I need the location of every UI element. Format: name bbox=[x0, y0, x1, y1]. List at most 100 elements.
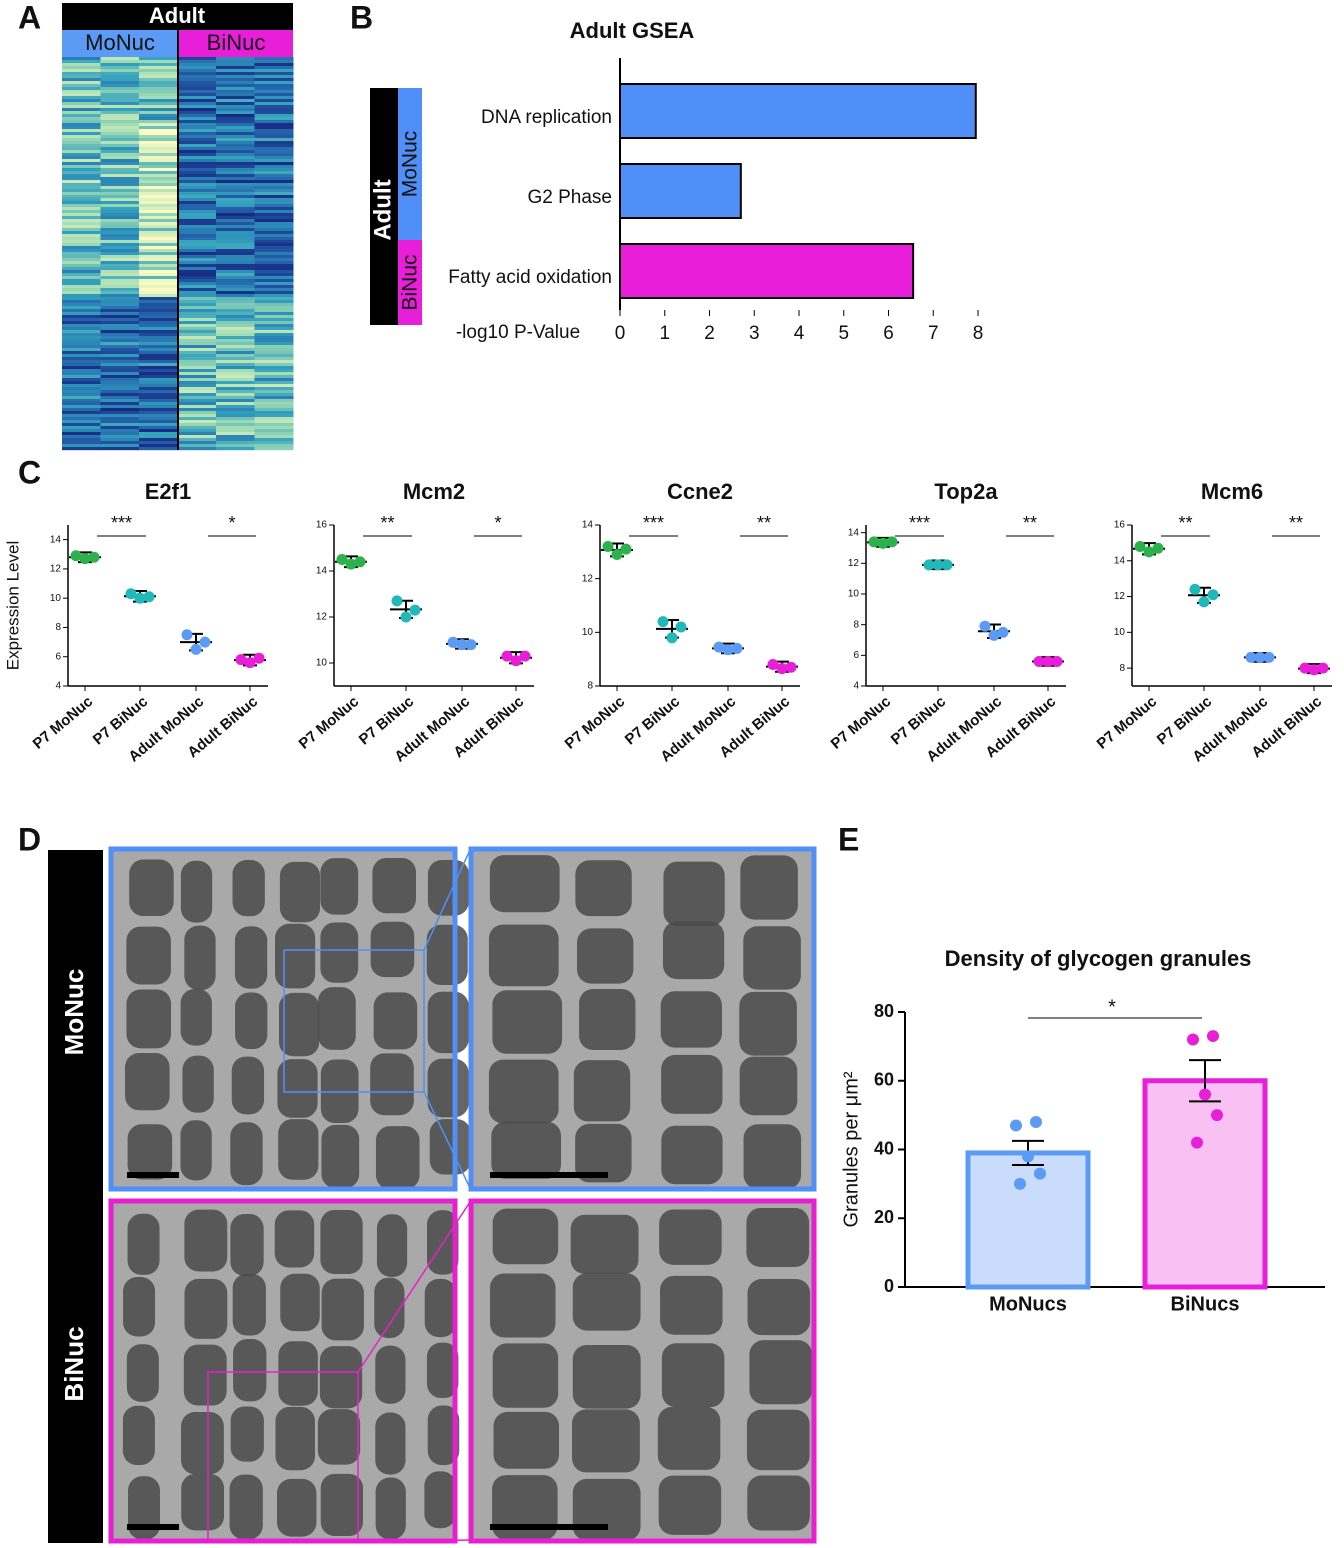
heatmap-texture bbox=[254, 93, 294, 97]
heatmap-texture bbox=[216, 279, 255, 283]
mitochondrion bbox=[740, 855, 798, 920]
heatmap-texture bbox=[216, 297, 255, 301]
heatmap-texture bbox=[62, 144, 101, 148]
heatmap-texture bbox=[254, 87, 294, 91]
heatmap-texture bbox=[254, 162, 294, 166]
heatmap-texture bbox=[100, 357, 140, 361]
mitochondrion bbox=[660, 991, 722, 1048]
heatmap-texture bbox=[216, 141, 255, 145]
mitochondrion bbox=[743, 926, 801, 990]
heatmap-texture bbox=[139, 168, 178, 172]
heatmap-texture bbox=[139, 336, 178, 340]
heatmap-texture bbox=[216, 255, 255, 259]
mitochondrion bbox=[573, 1060, 631, 1122]
heatmap-texture bbox=[100, 180, 140, 184]
heatmap-texture bbox=[254, 159, 294, 163]
heatmap-texture bbox=[62, 234, 101, 238]
heatmap-texture bbox=[62, 129, 101, 133]
mitochondrion bbox=[375, 1345, 406, 1404]
heatmap-texture bbox=[62, 330, 101, 334]
heatmap-texture bbox=[254, 390, 294, 394]
y-tick-label: 0 bbox=[884, 1276, 894, 1296]
mitochondrion bbox=[231, 1056, 265, 1115]
heatmap-texture bbox=[100, 123, 140, 127]
heatmap-texture bbox=[100, 321, 140, 325]
heatmap-texture bbox=[100, 69, 140, 73]
heatmap-texture bbox=[177, 312, 217, 316]
data-point bbox=[1189, 583, 1201, 595]
heatmap-texture bbox=[254, 177, 294, 181]
heatmap-texture bbox=[177, 441, 217, 445]
heatmap-texture bbox=[62, 396, 101, 400]
heatmap-texture bbox=[100, 135, 140, 139]
heatmap-texture bbox=[177, 306, 217, 310]
mitochondrion bbox=[321, 1278, 364, 1341]
heatmap-texture bbox=[254, 273, 294, 277]
heatmap-texture bbox=[216, 123, 255, 127]
heatmap-texture bbox=[139, 327, 178, 331]
heatmap-texture bbox=[254, 447, 294, 451]
y-tick-label: 14 bbox=[848, 527, 860, 538]
frame bbox=[468, 1198, 817, 1544]
heatmap-texture bbox=[216, 153, 255, 157]
heatmap-texture bbox=[62, 204, 101, 208]
y-tick-label: 10 bbox=[50, 593, 62, 604]
heatmap-texture bbox=[100, 126, 140, 130]
y-tick-label: 14 bbox=[1114, 555, 1126, 566]
heatmap-texture bbox=[254, 372, 294, 376]
heatmap-texture bbox=[62, 393, 101, 397]
heatmap-texture bbox=[139, 282, 178, 286]
bar bbox=[965, 1150, 1091, 1290]
data-point bbox=[354, 556, 366, 568]
heatmap-texture bbox=[139, 270, 178, 274]
mitochondrion bbox=[739, 1056, 798, 1116]
heatmap-texture bbox=[100, 234, 140, 238]
heatmap-texture bbox=[100, 57, 140, 61]
heatmap-texture bbox=[216, 369, 255, 373]
heatmap-texture bbox=[254, 129, 294, 133]
heatmap-texture bbox=[100, 258, 140, 262]
heatmap-texture bbox=[177, 381, 217, 385]
heatmap-texture bbox=[177, 345, 217, 349]
data-point bbox=[1134, 540, 1146, 552]
heatmap-texture bbox=[216, 354, 255, 358]
heatmap-texture bbox=[139, 132, 178, 136]
heatmap-texture bbox=[177, 69, 217, 73]
heatmap-texture bbox=[139, 81, 178, 85]
y-tick-label: 10 bbox=[582, 627, 594, 638]
heatmap-texture bbox=[62, 123, 101, 127]
bar bbox=[1142, 1078, 1268, 1290]
heatmap-texture bbox=[100, 297, 140, 301]
data-point bbox=[776, 663, 788, 675]
heatmap-texture bbox=[254, 186, 294, 190]
heatmap-texture bbox=[139, 177, 178, 181]
mitochondrion bbox=[374, 1277, 405, 1339]
heatmap-texture bbox=[177, 291, 217, 295]
heatmap-texture bbox=[254, 210, 294, 214]
heatmap-texture bbox=[100, 237, 140, 241]
heatmap-texture bbox=[100, 318, 140, 322]
inset-box bbox=[283, 949, 425, 1093]
heatmap-texture bbox=[139, 444, 178, 448]
heatmap-texture bbox=[100, 363, 140, 367]
heatmap-texture bbox=[216, 291, 255, 295]
mitochondrion bbox=[488, 924, 559, 987]
data-point bbox=[199, 636, 211, 648]
heatmap-texture bbox=[139, 156, 178, 160]
mitochondrion bbox=[572, 1273, 641, 1331]
heatmap-texture bbox=[216, 162, 255, 166]
data-point bbox=[675, 621, 687, 633]
data-point bbox=[1211, 1109, 1223, 1122]
heatmap-texture bbox=[100, 78, 140, 82]
heatmap-texture bbox=[216, 285, 255, 289]
heatmap-texture bbox=[177, 153, 217, 157]
heatmap-texture bbox=[139, 360, 178, 364]
group-band bbox=[178, 30, 293, 57]
heatmap-texture bbox=[139, 387, 178, 391]
heatmap-texture bbox=[177, 402, 217, 406]
heatmap-texture bbox=[100, 402, 140, 406]
heatmap-texture bbox=[139, 375, 178, 379]
heatmap-texture bbox=[216, 324, 255, 328]
heatmap-texture bbox=[62, 90, 101, 94]
heatmap-texture bbox=[62, 324, 101, 328]
